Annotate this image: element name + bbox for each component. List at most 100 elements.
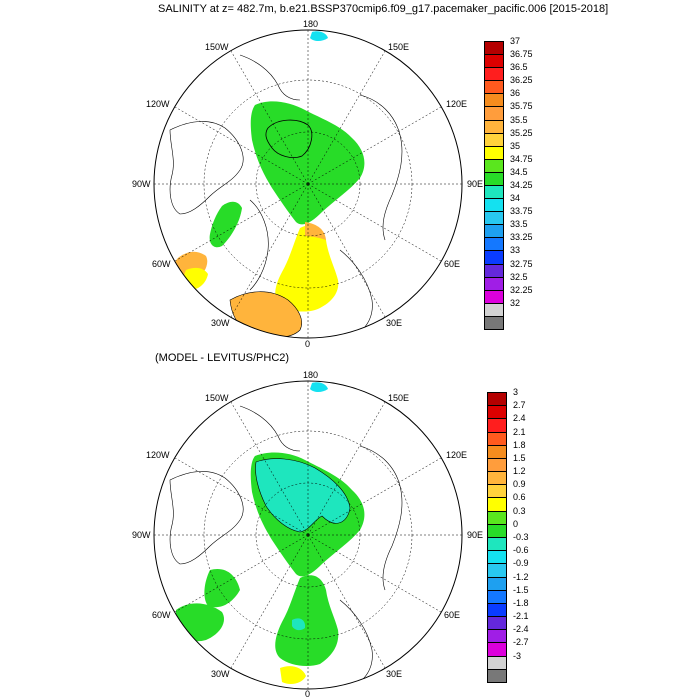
colorbar-label: 1.2 — [513, 466, 526, 477]
colorbar-label: 32.5 — [510, 271, 528, 282]
colorbar-swatch — [484, 145, 504, 160]
colorbar-label: 33.25 — [510, 232, 533, 243]
colorbar-swatch — [487, 444, 507, 459]
panel1-coast-europe — [339, 249, 373, 333]
colorbar-swatch — [484, 315, 504, 330]
panel2-lon-60e: 60E — [444, 610, 460, 620]
colorbar-swatch — [487, 550, 507, 565]
colorbar-swatch — [487, 589, 507, 604]
panel2-coast-alaska — [239, 405, 301, 452]
panel1-map-border — [153, 29, 463, 339]
panel1-field-bering-cyan — [310, 31, 328, 41]
colorbar-label: 3 — [513, 387, 519, 397]
panel1-field-baffin-green — [209, 201, 242, 248]
panel2-field-iceland-yellow — [280, 666, 306, 684]
panel2-field-atlantic-cyan — [292, 618, 306, 631]
colorbar-swatch — [487, 616, 507, 631]
colorbar-swatch — [487, 642, 507, 657]
colorbar-swatch — [487, 457, 507, 473]
colorbar-label: 34.75 — [510, 153, 533, 164]
colorbar-swatch — [484, 263, 504, 278]
panel1-lon-150e: 150E — [388, 42, 409, 52]
colorbar-swatch — [484, 289, 504, 304]
colorbar-label: 33.5 — [510, 219, 528, 230]
panel1-field-atlantic-yellow — [275, 225, 339, 312]
panel1-lon-0: 0 — [305, 339, 310, 349]
colorbar-swatch — [487, 392, 507, 407]
colorbar-swatch — [484, 158, 504, 173]
panel2-field-bering-cyan — [310, 382, 328, 392]
colorbar-swatch — [487, 537, 507, 552]
panel2-field-labrador-green — [176, 603, 225, 642]
colorbar-label: 1.5 — [513, 452, 526, 463]
colorbar-swatch — [487, 418, 507, 433]
panel1-lon-30w: 30W — [211, 318, 230, 328]
colorbar-swatch — [484, 132, 504, 147]
colorbar-label: 34.25 — [510, 180, 533, 190]
panel1-map: 180 150W 150E 120W 120E 90W 90E 60W 60E … — [132, 19, 483, 349]
colorbar-swatch — [487, 471, 507, 486]
colorbar-swatch — [484, 276, 504, 291]
colorbar-swatch — [487, 510, 507, 525]
colorbar-label: 2.1 — [513, 426, 526, 437]
colorbar-swatch — [487, 484, 507, 499]
panel1-lon-30e: 30E — [386, 318, 402, 328]
colorbar-label: 35.5 — [510, 114, 528, 125]
colorbar-swatch — [487, 576, 507, 591]
colorbar-label: 0.9 — [513, 479, 526, 490]
colorbar-swatch — [487, 431, 507, 446]
colorbar-swatch — [487, 523, 507, 538]
colorbar-label: -2.1 — [513, 611, 529, 622]
panel2-coast-canada — [169, 471, 244, 565]
colorbar-label: 36.75 — [510, 49, 533, 60]
colorbar-label: -3 — [513, 650, 522, 661]
colorbar-swatch — [484, 67, 504, 82]
colorbar-swatch — [484, 302, 504, 317]
panel1-lon-120w: 120W — [146, 99, 170, 109]
panel1-lon-150w: 150W — [205, 42, 229, 52]
colorbar-swatch — [484, 80, 504, 95]
panel1-coast-alaska — [239, 54, 301, 101]
colorbar-label: 36.5 — [510, 62, 528, 73]
panel2-lon-60w: 60W — [152, 610, 171, 620]
panel1-lon-60e: 60E — [444, 259, 460, 269]
colorbar-label: 32.25 — [510, 284, 533, 295]
colorbar-swatch — [484, 119, 504, 134]
colorbar-label: 2.7 — [513, 400, 526, 411]
panel1-field-labrador-yellow — [183, 267, 208, 290]
colorbar-swatch — [487, 602, 507, 618]
colorbar-label: 35.25 — [510, 127, 533, 138]
colorbar-label: -1.5 — [513, 584, 529, 595]
colorbar-label: 36 — [510, 88, 521, 99]
panel1-field-contour-inner — [265, 119, 313, 158]
panel2-lon-120e: 120E — [446, 450, 467, 460]
colorbar-label: -1.8 — [513, 597, 529, 608]
panel2-lon-30w: 30W — [211, 669, 230, 679]
colorbar-swatch — [487, 497, 507, 512]
panel2-lon-150w: 150W — [205, 393, 229, 403]
colorbar-swatch — [484, 211, 504, 226]
colorbar-label: 34 — [510, 193, 521, 204]
panel2-lon-90e: 90E — [467, 530, 483, 540]
colorbar-label: -1.2 — [513, 571, 529, 582]
colorbar-label: 33.75 — [510, 206, 533, 217]
colorbar-label: 0 — [513, 518, 519, 529]
colorbar-label: 32.75 — [510, 258, 533, 269]
colorbar-swatch — [487, 563, 507, 578]
panel2-lon-90w: 90W — [132, 530, 151, 540]
panel1-lon-60w: 60W — [152, 259, 171, 269]
colorbar-label: -0.9 — [513, 558, 529, 569]
panel2-lon-150e: 150E — [388, 393, 409, 403]
colorbar-label: 1.8 — [513, 439, 526, 450]
panel2-field-nordic-green — [204, 568, 240, 608]
colorbar-swatch — [484, 185, 504, 200]
colorbar-swatch — [484, 93, 504, 108]
panel2-meridians — [154, 381, 462, 689]
colorbar-swatch — [484, 41, 504, 56]
panel1-colorbar: 37 36.75 36.5 36.25 36 35.75 35.5 35.25 35 34.75 3… — [484, 36, 544, 330]
panel2-coast-siberia — [359, 445, 403, 591]
panel1-lon-90e: 90E — [467, 179, 483, 189]
colorbar-label: 35 — [510, 140, 521, 151]
colorbar-swatch — [487, 668, 507, 683]
